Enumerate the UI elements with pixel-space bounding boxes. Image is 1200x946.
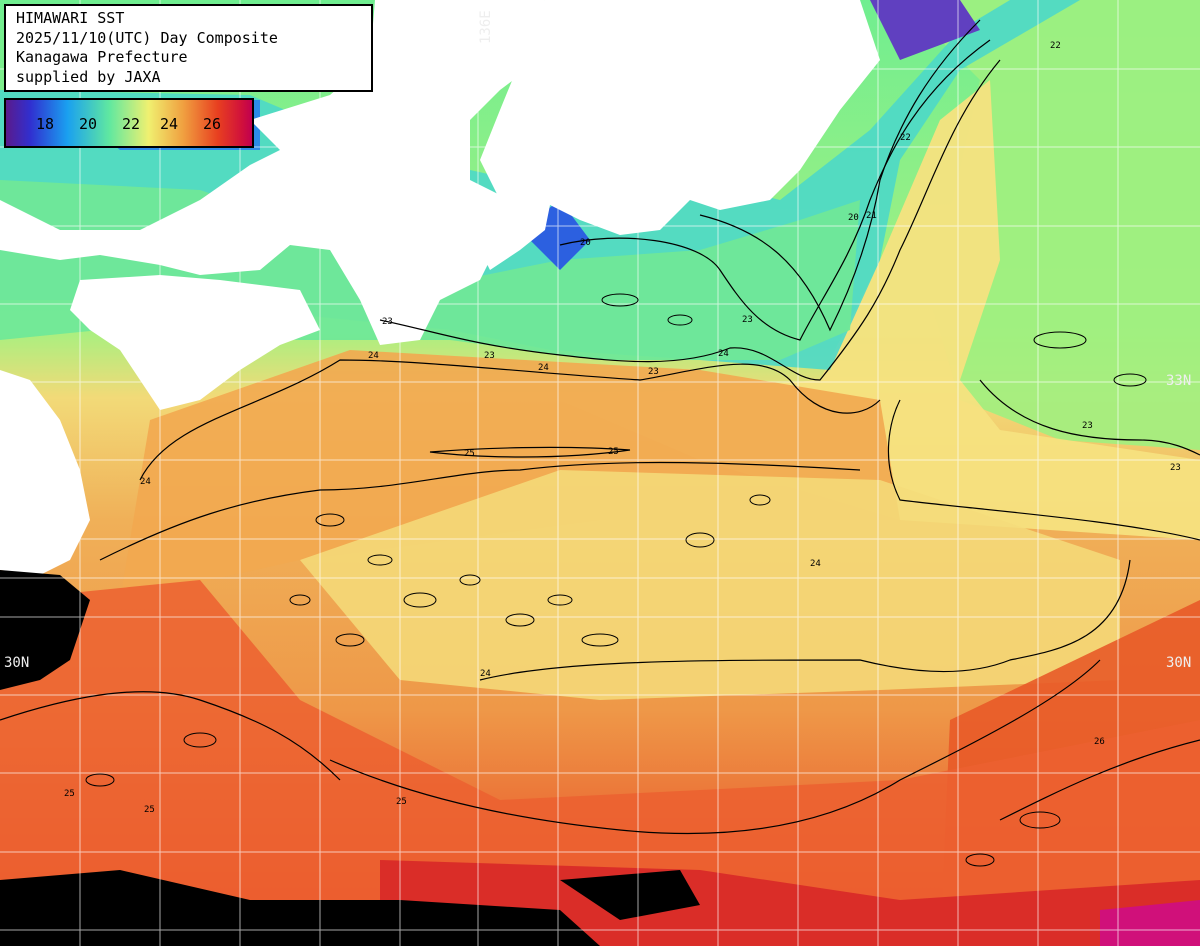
contour-24-west (99, 461, 861, 561)
contour-label: 23 (1082, 421, 1093, 431)
contour-24 (139, 359, 881, 481)
contour-25-west (0, 691, 341, 781)
no-data-south-east (560, 870, 700, 920)
legend-tick: 24 (160, 115, 179, 133)
land-kyushu (0, 370, 90, 575)
legend-tick: 18 (36, 115, 55, 133)
lon-label-136e: 136E (478, 10, 494, 44)
legend-tick: 22 (122, 115, 141, 133)
contour-22 (559, 39, 991, 341)
contour-26-east (999, 739, 1200, 821)
contour-21 (699, 19, 981, 332)
land-shikoku (70, 275, 320, 410)
contour-label: 20 (580, 238, 591, 248)
contour-label: 24 (140, 477, 151, 487)
product-region: Kanagawa Prefecture (16, 48, 188, 66)
contour-25-south (329, 659, 1101, 835)
contour-label: 23 (484, 351, 495, 361)
contour-label: 23 (742, 315, 753, 325)
deep-cold-patch (870, 0, 980, 60)
lat-label-30n-left: 30N (4, 655, 30, 671)
contour-label: 20 (848, 213, 859, 223)
no-data-west (0, 570, 90, 690)
contour-label: 22 (900, 133, 911, 143)
isotherm-contours (0, 19, 1200, 835)
contour-23-east (979, 379, 1200, 456)
no-data-south (0, 870, 600, 946)
product-date: 2025/11/10(UTC) Day Composite (16, 28, 278, 47)
contour-label: 24 (538, 363, 549, 373)
contour-23 (379, 59, 1001, 381)
contour-label: 25 (396, 797, 407, 807)
contour-label: 25 (608, 447, 619, 457)
contour-blobs (85, 293, 1147, 867)
contour-label: 21 (866, 211, 877, 221)
contour-label: 24 (480, 669, 491, 679)
color-legend: 18 20 22 24 26 (4, 98, 254, 148)
contour-label: 24 (368, 351, 379, 361)
contour-label: 24 (718, 349, 729, 359)
contour-label: 22 (1050, 41, 1061, 51)
contour-label: 23 (1170, 463, 1181, 473)
contour-label: 25 (64, 789, 75, 799)
land-honshu (0, 0, 545, 345)
contour-24-east (887, 399, 1200, 541)
contour-label: 23 (648, 367, 659, 377)
red-water-south (0, 580, 1200, 946)
lat-label-30n-right: 30N (1166, 655, 1192, 671)
orange-band (120, 350, 900, 600)
yellow-center (300, 470, 1120, 700)
legend-tick: 20 (79, 115, 98, 133)
contour-labels: 23 23 24 24 23 24 25 25 23 20 20 21 22 2… (64, 41, 1181, 815)
info-box: HIMAWARI SST 2025/11/10(UTC) Day Composi… (4, 4, 373, 92)
land-kii (470, 0, 880, 270)
product-title: HIMAWARI SST (16, 9, 125, 27)
contour-label: 26 (1094, 737, 1105, 747)
contour-label: 24 (810, 559, 821, 569)
contour-25-band (429, 446, 631, 458)
hottest-patch (1100, 900, 1200, 946)
contour-label: 25 (144, 805, 155, 815)
legend-tick: 26 (203, 115, 222, 133)
contour-24-center (479, 559, 1131, 681)
lat-label-33n-right: 33N (1166, 373, 1192, 389)
product-credit: supplied by JAXA (16, 67, 161, 86)
contour-label: 25 (464, 449, 475, 459)
contour-label: 23 (382, 317, 393, 327)
